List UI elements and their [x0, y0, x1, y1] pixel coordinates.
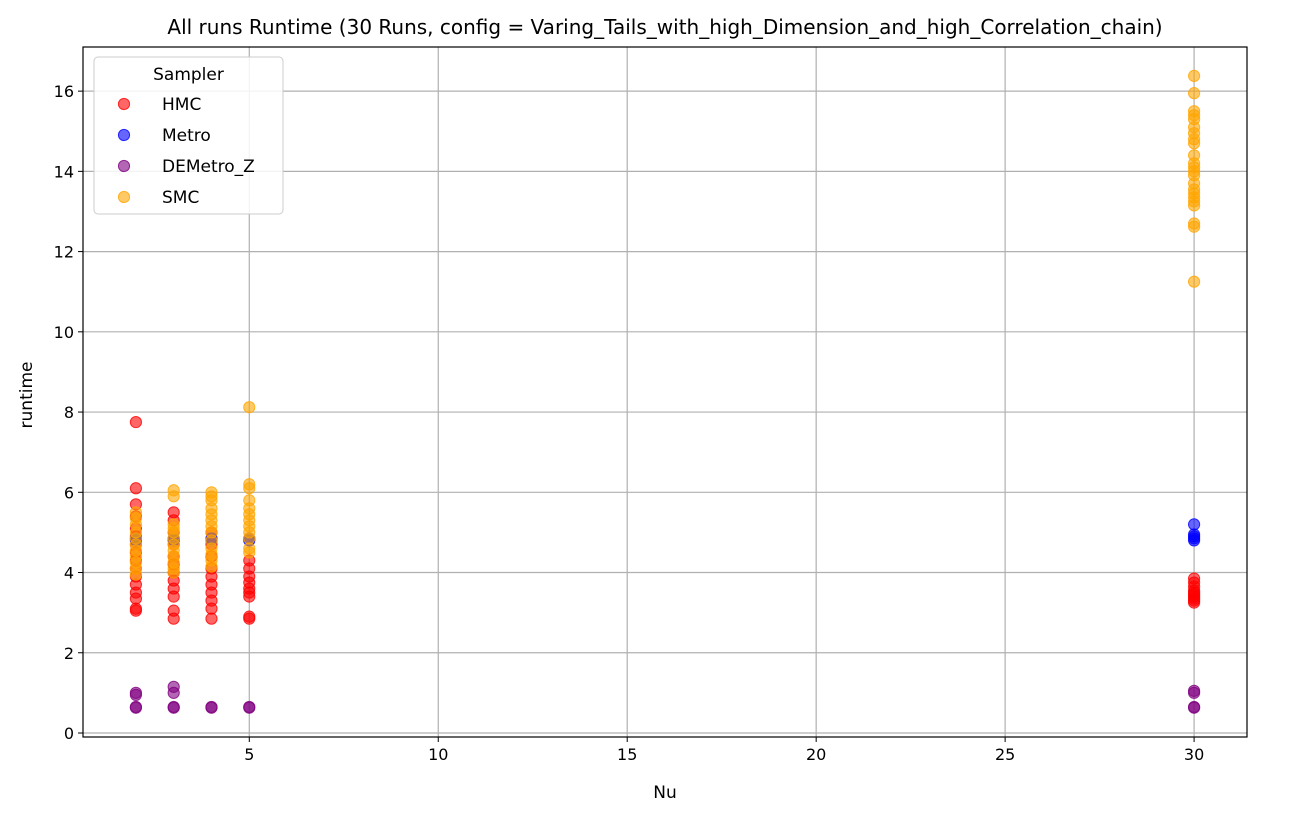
legend-label: SMC	[162, 188, 199, 208]
data-point	[243, 546, 256, 559]
data-point	[129, 568, 143, 581]
data-point	[1187, 701, 1201, 714]
data-point	[167, 566, 180, 579]
data-point	[129, 604, 143, 617]
data-point	[129, 415, 143, 429]
data-point	[243, 532, 256, 545]
y-axis-label: runtime	[17, 362, 37, 429]
legend-marker	[117, 159, 131, 173]
x-tick-label: 20	[806, 745, 826, 764]
legend-marker	[117, 97, 131, 111]
data-point	[243, 482, 256, 495]
y-tick-label: 4	[64, 564, 74, 583]
data-point	[1187, 534, 1201, 547]
legend-label: DEMetro_Z	[162, 157, 255, 177]
legend-item: SMC	[117, 188, 199, 208]
data-point	[129, 688, 143, 701]
x-axis-label: Nu	[653, 783, 677, 803]
legend-label: Metro	[162, 126, 211, 146]
legend-item: DEMetro_Z	[117, 157, 255, 177]
data-point	[243, 612, 256, 625]
data-points	[129, 69, 1201, 714]
data-point	[243, 590, 256, 603]
data-point	[1187, 69, 1201, 82]
x-tick-label: 30	[1184, 745, 1204, 764]
y-tick-label: 14	[54, 162, 74, 181]
legend-title: Sampler	[153, 65, 224, 85]
x-tick-label: 10	[428, 745, 448, 764]
legend-marker	[117, 128, 131, 142]
data-point	[1187, 199, 1201, 212]
data-point	[243, 401, 256, 414]
legend-item: Metro	[117, 126, 211, 146]
plot-frame	[82, 46, 1248, 738]
data-point	[1187, 686, 1201, 699]
series-smc	[129, 69, 1201, 581]
data-point	[205, 612, 218, 625]
data-point	[167, 590, 180, 603]
chart-title: All runs Runtime (30 Runs, config = Vari…	[167, 15, 1162, 39]
data-point	[1187, 275, 1201, 288]
axis-ticks: 5 10 15 20 25 30 0 2 4 6 8 10 12 14 16	[54, 82, 1205, 764]
legend: Sampler HMC Metro DEMetro_Z SMC	[93, 56, 284, 215]
series-demetro-z	[129, 680, 1201, 714]
data-point	[205, 560, 218, 573]
data-point	[129, 592, 143, 605]
grid-lines	[83, 47, 1247, 737]
data-point	[167, 686, 180, 699]
y-tick-label: 6	[64, 483, 74, 502]
x-tick-label: 25	[995, 745, 1015, 764]
legend-item: HMC	[117, 95, 201, 115]
legend-label: HMC	[162, 95, 201, 115]
y-tick-label: 16	[54, 82, 74, 101]
data-point	[205, 701, 218, 714]
legend-items: HMC Metro DEMetro_Z SMC	[117, 95, 255, 208]
legend-box	[93, 56, 284, 215]
x-tick-label: 15	[617, 745, 637, 764]
data-point	[1187, 596, 1201, 609]
y-tick-label: 12	[54, 243, 74, 262]
data-point	[243, 701, 256, 714]
data-point	[1187, 220, 1201, 233]
data-point	[167, 612, 180, 625]
y-tick-label: 8	[64, 403, 74, 422]
data-point	[1187, 137, 1201, 150]
x-tick-label: 5	[244, 745, 254, 764]
data-point	[129, 482, 143, 495]
data-point	[129, 701, 143, 714]
y-tick-label: 10	[54, 323, 74, 342]
data-point	[1187, 87, 1201, 100]
y-tick-label: 2	[64, 644, 74, 663]
legend-marker	[117, 190, 131, 204]
data-point	[205, 602, 218, 615]
data-point	[167, 490, 180, 503]
data-point	[1187, 518, 1201, 531]
y-tick-label: 0	[64, 724, 74, 743]
data-point	[167, 701, 180, 714]
